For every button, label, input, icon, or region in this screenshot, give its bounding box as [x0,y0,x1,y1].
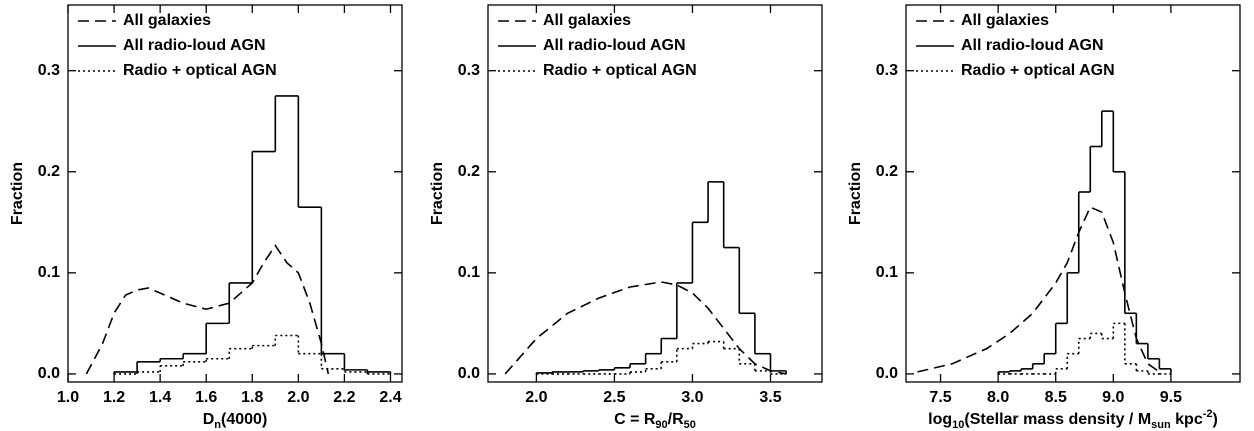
x-axis-label-part: /R [668,411,684,428]
x-tick-label: 8.5 [1045,389,1067,406]
x-tick-label: 1.0 [57,389,79,406]
x-axis-label-part: n [214,419,221,431]
y-tick-label: 0.2 [876,163,898,180]
x-axis-label-part: (Stellar mass density / M [964,411,1151,428]
curve [917,206,1160,373]
legend-label: Radio + optical AGN [961,62,1115,79]
plot-area [504,181,787,375]
legend-label: All radio-loud AGN [543,37,686,54]
y-tick-label: 0.1 [458,264,480,281]
x-axis-label-part: kpc [1171,411,1203,428]
x-axis-label-part: D [203,411,215,428]
y-axis-label: Fraction [429,162,446,225]
x-axis-label-part: ) [1213,411,1218,428]
y-tick-label: 0.1 [38,264,60,281]
x-tick-label: 2.2 [333,389,355,406]
x-tick-label: 1.8 [241,389,263,406]
legend-label: All galaxies [961,12,1049,29]
x-axis-label-part: 50 [684,419,696,431]
y-tick-label: 0.3 [876,62,898,79]
y-axis-label: Fraction [9,162,26,225]
x-axis-label-part: C = R [614,411,656,428]
x-axis-label: Dn(4000) [203,411,268,431]
x-axis-label: C = R90/R50 [614,411,696,431]
x-tick-label: 2.0 [287,389,309,406]
y-tick-label: 0.3 [458,62,480,79]
y-tick-label: 0.0 [876,365,898,382]
y-tick-label: 0.0 [458,365,480,382]
legend-label: All radio-loud AGN [961,37,1104,54]
x-tick-label: 3.5 [759,389,781,406]
panel: 2.0 2.5 3.0 3.5 0.0 0.1 0.2 0.3 Fraction C = R90/… [429,4,823,431]
x-tick-label: 8.0 [987,389,1009,406]
x-tick-label: 1.6 [195,389,217,406]
panel: 7.5 8.0 8.5 9.0 9.5 0.0 0.1 0.2 0.3 Fraction log10… [847,4,1241,431]
legend-label: All galaxies [543,12,631,29]
x-tick-label: 1.2 [103,389,125,406]
y-tick-label: 0.3 [38,62,60,79]
legend-label: All galaxies [123,12,211,29]
legend-label: Radio + optical AGN [123,62,277,79]
x-axis-label-part: sun [1151,419,1171,431]
x-axis-label-part: 90 [655,419,667,431]
plot-frame [67,4,403,383]
plot-frame [905,4,1241,383]
x-tick-label: 7.5 [929,389,951,406]
y-tick-label: 0.0 [38,365,60,382]
y-tick-label: 0.1 [876,264,898,281]
plot-area [85,95,392,375]
y-axis-label: Fraction [847,162,864,225]
x-axis-label-part: -2 [1203,408,1213,420]
x-tick-label: 2.5 [603,389,625,406]
x-tick-label: 1.4 [149,389,171,406]
x-axis-label-part: log [928,411,952,428]
legend-label: All radio-loud AGN [123,37,266,54]
x-tick-label: 9.0 [1102,389,1124,406]
x-axis-label: log10(Stellar mass density / Msun kpc-2) [928,408,1218,431]
curve [504,281,787,375]
plot-area [917,110,1172,375]
x-tick-label: 2.4 [379,389,401,406]
panel: 1.0 1.2 1.4 1.6 1.8 2.0 2.2 2.4 0.0 0.1 0.2 0.3 Frac… [9,4,403,431]
curve [85,244,330,375]
legend-label: Radio + optical AGN [543,62,697,79]
x-tick-label: 3.0 [681,389,703,406]
x-tick-label: 9.5 [1160,389,1182,406]
x-tick-label: 2.0 [525,389,547,406]
y-tick-label: 0.2 [458,163,480,180]
y-tick-label: 0.2 [38,163,60,180]
x-axis-label-part: (4000) [221,411,267,428]
x-axis-label-part: 10 [952,419,964,431]
plot-frame [487,4,823,383]
